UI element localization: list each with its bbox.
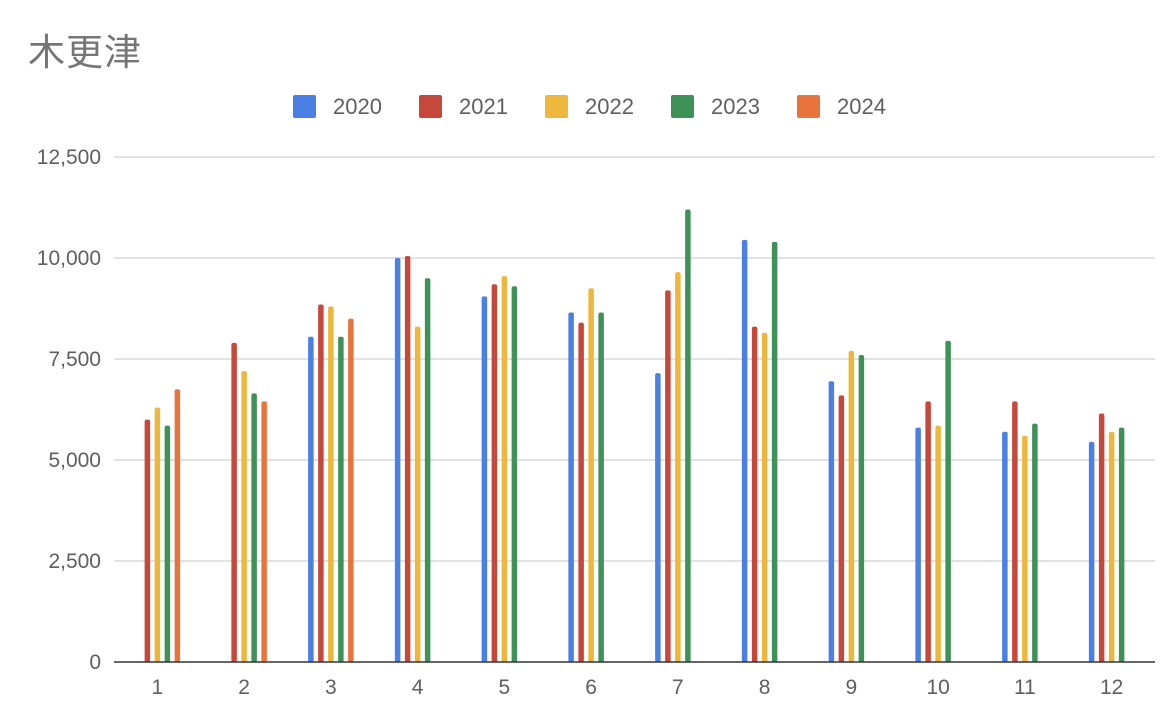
x-tick-label: 4: [412, 676, 424, 699]
x-tick-label: 7: [672, 676, 684, 699]
bar-2023-7: [685, 209, 691, 662]
bar-2022-8: [761, 332, 768, 662]
grid-lines: [114, 156, 1155, 562]
bar-2023-12: [1118, 427, 1125, 662]
bar-2022-4: [414, 326, 421, 662]
bar-2021-8: [751, 326, 758, 662]
bar-2024-1: [174, 389, 181, 662]
legend-swatch-2021: [419, 95, 442, 118]
bar-2022-7: [675, 272, 681, 662]
bar-2021-5: [491, 284, 498, 662]
bar-2022-1: [154, 407, 161, 662]
bar-2020-6: [568, 312, 574, 662]
bar-2020-5: [481, 296, 488, 662]
bar-2020-4: [394, 258, 401, 662]
legend-swatch-2024: [797, 95, 820, 118]
bar-2023-5: [511, 286, 518, 662]
bar-2023-6: [598, 312, 604, 662]
x-tick-label: 11: [1014, 676, 1036, 699]
x-tick-label: 9: [846, 676, 858, 699]
bar-2023-9: [858, 354, 865, 662]
bar-2021-1: [144, 419, 151, 662]
bar-2022-5: [501, 276, 508, 662]
x-tick-label: 6: [585, 676, 597, 699]
bar-2021-12: [1098, 413, 1105, 662]
bar-2022-6: [588, 288, 594, 662]
y-tick-label: 0: [89, 651, 101, 674]
legend: 2020 2021 2022 2023 2024: [293, 94, 886, 119]
y-axis-tick-labels: 0 2,500 5,000 7,500 10,000 12,500: [37, 146, 101, 674]
x-tick-label: 10: [926, 676, 949, 699]
x-tick-label: 1: [152, 676, 164, 699]
bar-2023-11: [1032, 423, 1038, 662]
legend-swatch-2022: [545, 95, 568, 118]
bar-2021-4: [404, 255, 411, 663]
bar-2021-9: [838, 395, 845, 662]
bar-2021-3: [318, 304, 324, 662]
legend-label-2020: 2020: [333, 94, 382, 119]
y-tick-label: 10,000: [37, 247, 101, 270]
bar-2021-2: [231, 342, 237, 662]
bar-2023-4: [424, 278, 431, 662]
bar-2021-10: [925, 401, 931, 662]
x-tick-label: 5: [499, 676, 511, 699]
legend-label-2021: 2021: [459, 94, 508, 119]
bar-2020-8: [741, 239, 748, 662]
y-tick-label: 7,500: [48, 348, 101, 371]
bar-2020-3: [308, 336, 314, 662]
x-axis-tick-labels: 1 2 3 4 5 6 7 8 9 10 11 12: [152, 676, 1124, 699]
bar-2023-8: [771, 241, 778, 662]
bar-2022-3: [328, 306, 334, 662]
bar-2023-1: [164, 425, 171, 662]
y-tick-label: 12,500: [37, 146, 101, 169]
bar-2022-11: [1022, 435, 1028, 662]
bar-2021-6: [578, 322, 584, 662]
y-tick-label: 5,000: [48, 449, 101, 472]
bar-2023-3: [338, 336, 344, 662]
y-tick-label: 2,500: [48, 550, 101, 573]
bar-2020-11: [1002, 431, 1008, 662]
chart-title: 木更津: [28, 31, 142, 74]
x-tick-label: 8: [759, 676, 771, 699]
bar-2020-12: [1088, 441, 1095, 662]
bar-2024-2: [261, 401, 267, 662]
x-tick-label: 3: [325, 676, 337, 699]
bar-2021-11: [1012, 401, 1018, 662]
bars: [144, 209, 1125, 663]
bar-2020-7: [655, 373, 661, 662]
bar-2023-10: [945, 340, 951, 662]
legend-label-2023: 2023: [711, 94, 760, 119]
bar-2023-2: [251, 393, 257, 662]
legend-swatch-2023: [671, 95, 694, 118]
bar-2022-2: [241, 371, 247, 662]
legend-swatch-2020: [293, 95, 316, 118]
bar-2020-9: [828, 381, 835, 662]
x-tick-label: 12: [1100, 676, 1123, 699]
legend-label-2024: 2024: [837, 94, 886, 119]
bar-2021-7: [665, 290, 671, 662]
bar-2022-12: [1108, 431, 1115, 662]
bar-2020-10: [915, 427, 921, 662]
legend-label-2022: 2022: [585, 94, 634, 119]
bar-2022-9: [848, 350, 855, 662]
x-tick-label: 2: [238, 676, 250, 699]
bar-2022-10: [935, 425, 941, 662]
bar-2024-3: [348, 318, 354, 662]
